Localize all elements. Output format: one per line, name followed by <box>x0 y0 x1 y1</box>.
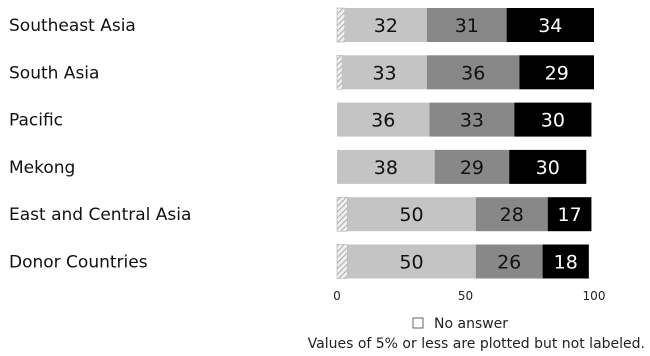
value-label-mekong-s1: 38 <box>374 157 398 179</box>
bar-segment-south-asia-s0 <box>336 54 343 90</box>
value-label-pacific-s2: 33 <box>460 110 484 132</box>
x-tick-label-0: 0 <box>333 289 341 303</box>
category-label-mekong: Mekong <box>9 158 75 178</box>
footnote: Values of 5% or less are plotted but not… <box>308 336 645 352</box>
no-answer-legend-swatch <box>412 317 424 329</box>
value-label-east-and-central-asia-s2: 28 <box>500 204 524 226</box>
bar-segment-east-and-central-asia-s3 <box>547 197 592 232</box>
bar-segment-southeast-asia-s2 <box>426 8 507 42</box>
bar-segment-donor-countries-s1 <box>347 244 476 279</box>
bar-segment-pacific-s2 <box>429 102 515 137</box>
bar-segment-mekong-s1 <box>337 149 435 184</box>
value-label-south-asia-s2: 36 <box>461 62 485 84</box>
category-label-donor-countries: Donor Countries <box>9 253 148 273</box>
value-label-mekong-s2: 29 <box>460 157 484 179</box>
value-label-south-asia-s3: 29 <box>545 62 569 84</box>
bar-segment-mekong-s3 <box>509 149 587 184</box>
category-label-southeast-asia: Southeast Asia <box>9 16 136 36</box>
value-label-south-asia-s1: 33 <box>372 62 396 84</box>
value-label-donor-countries-s1: 50 <box>399 252 423 274</box>
value-label-donor-countries-s3: 18 <box>554 252 578 274</box>
bar-segment-pacific-s1 <box>337 102 430 137</box>
value-label-donor-countries-s2: 26 <box>497 252 521 274</box>
legend: No answer <box>412 316 508 332</box>
category-label-pacific: Pacific <box>9 111 63 131</box>
bar-segment-donor-countries-s2 <box>475 244 543 279</box>
bar-segment-east-and-central-asia-s1 <box>347 197 476 232</box>
bar-segment-donor-countries-s3 <box>542 244 589 279</box>
bar-segment-southeast-asia-s0 <box>336 7 346 43</box>
value-label-east-and-central-asia-s1: 50 <box>399 204 423 226</box>
category-labels: Southeast Asia South Asia Pacific Mekong Eas… <box>9 16 191 273</box>
bar-segment-pacific-s3 <box>514 102 592 137</box>
bars-layer: 32 31 34 33 36 29 36 33 30 38 29 30 50 28 17 50 26 18 <box>336 7 594 279</box>
bar-segment-southeast-asia-s1 <box>344 8 427 42</box>
bar-segment-south-asia-s2 <box>426 55 520 90</box>
bar-segment-south-asia-s1 <box>342 55 427 90</box>
value-label-east-and-central-asia-s3: 17 <box>557 204 581 226</box>
no-answer-legend-label: No answer <box>434 316 508 332</box>
value-label-mekong-s3: 30 <box>536 157 560 179</box>
x-tick-label-50: 50 <box>458 289 473 303</box>
category-label-east-and-central-asia: East and Central Asia <box>9 205 191 225</box>
bar-segment-mekong-s2 <box>434 149 510 184</box>
x-axis-ticks: 0 50 100 <box>333 289 605 303</box>
value-label-southeast-asia-s2: 31 <box>455 15 479 37</box>
category-label-south-asia: South Asia <box>9 63 99 83</box>
bar-segment-southeast-asia-s3 <box>506 8 594 42</box>
value-label-pacific-s1: 36 <box>371 110 395 132</box>
bar-segment-east-and-central-asia-s2 <box>475 197 548 232</box>
value-label-pacific-s3: 30 <box>541 110 565 132</box>
value-label-southeast-asia-s3: 34 <box>538 15 562 37</box>
bar-segment-east-and-central-asia-s0 <box>336 196 348 232</box>
value-label-southeast-asia-s1: 32 <box>374 15 398 37</box>
x-tick-label-100: 100 <box>583 289 606 303</box>
bar-segment-donor-countries-s0 <box>336 244 348 279</box>
bar-segment-south-asia-s3 <box>519 55 594 90</box>
